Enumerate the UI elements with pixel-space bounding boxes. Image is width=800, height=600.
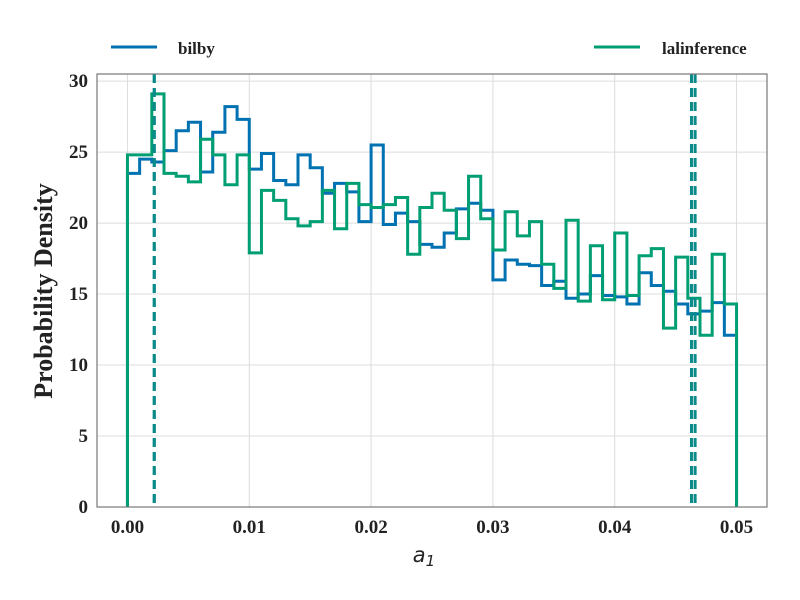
- x-tick-label: 0.02: [354, 517, 387, 538]
- credible-interval-lines: [152, 74, 697, 507]
- y-axis-label: Probability Density: [29, 183, 58, 398]
- y-tick-label: 0: [79, 497, 89, 518]
- y-tick-label: 30: [69, 71, 88, 92]
- plot-frame: [96, 73, 768, 508]
- series-layer: [125, 92, 739, 507]
- y-tick-label: 20: [69, 213, 88, 234]
- x-axis-label: a1: [413, 543, 435, 570]
- y-tick-label: 10: [69, 355, 88, 376]
- x-tick-label: 0.01: [233, 517, 266, 538]
- y-axis-ticks: 0 5 10 15 20 25 30: [69, 71, 88, 518]
- x-tick-label: 0.04: [598, 517, 632, 538]
- legend: bilby lalinference: [111, 39, 747, 58]
- x-axis-ticks: 0.00 0.01 0.02 0.03 0.04 0.05: [111, 517, 753, 538]
- y-tick-label: 5: [79, 426, 89, 447]
- legend-label-lalinference: lalinference: [662, 39, 747, 58]
- x-tick-label: 0.03: [476, 517, 509, 538]
- histogram-bilby: [125, 105, 739, 507]
- legend-label-bilby: bilby: [178, 39, 215, 58]
- y-tick-label: 15: [69, 284, 88, 305]
- histogram-lalinference: [125, 92, 739, 507]
- x-tick-label: 0.05: [720, 517, 753, 538]
- y-tick-label: 25: [69, 142, 88, 163]
- x-tick-label: 0.00: [111, 517, 144, 538]
